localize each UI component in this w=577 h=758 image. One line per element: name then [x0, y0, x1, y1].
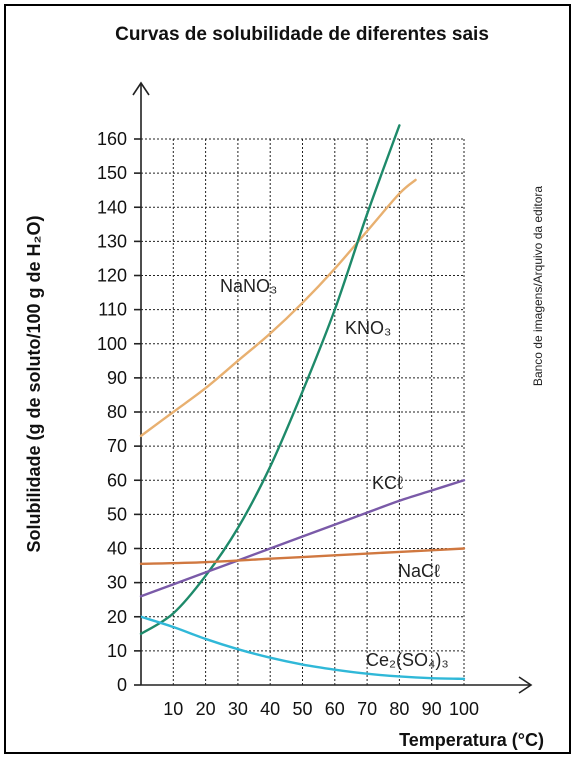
y-tick-label: 20: [107, 607, 127, 627]
y-tick-label: 100: [97, 334, 127, 354]
x-tick-label: 70: [357, 699, 377, 719]
y-tick-label: 0: [117, 675, 127, 695]
x-tick-label: 90: [422, 699, 442, 719]
y-tick-label: 90: [107, 368, 127, 388]
chart-title: Curvas de solubilidade de diferentes sai…: [115, 24, 489, 45]
x-tick-label: 60: [325, 699, 345, 719]
series-line-kcl: [139, 479, 466, 598]
y-tick-label: 140: [97, 197, 127, 217]
series-line-ce2so43: [139, 615, 466, 681]
y-tick-label: 80: [107, 402, 127, 422]
y-axis-arrow: [132, 81, 150, 96]
series-lines: [139, 124, 466, 681]
y-tick-label: 60: [107, 470, 127, 490]
y-tick-label: 110: [98, 300, 127, 320]
y-tick-label: 130: [97, 231, 127, 251]
y-tick-label: 30: [107, 573, 127, 593]
x-tick-label: 30: [228, 699, 248, 719]
x-tick-label: 50: [292, 699, 312, 719]
series-label-nano3: NaNO₃: [220, 276, 277, 296]
y-tick-label: 70: [107, 436, 127, 456]
series-label-kno3: KNO₃: [345, 318, 391, 338]
series-label-nacl: NaCℓ: [398, 561, 440, 581]
series-line-nacl: [139, 547, 466, 566]
y-tick-label: 40: [107, 539, 127, 559]
series-label-ce2so43: Ce₂(SO₄)₃: [366, 650, 449, 670]
image-credit: Banco de imagens/Arquivo da editora: [531, 186, 545, 386]
y-axis-label: Solubilidade (g de soluto/100 g de H₂O): [24, 215, 44, 552]
y-tick-label: 10: [107, 641, 127, 661]
series-line-nano3: [139, 178, 417, 438]
chart-frame: Curvas de solubilidade de diferentes sai…: [4, 4, 571, 754]
axes: [132, 81, 533, 694]
solubility-chart: Curvas de solubilidade de diferentes sai…: [24, 24, 545, 750]
series-label-kcl: KCℓ: [372, 473, 403, 493]
grid: [141, 138, 465, 685]
tick-labels: 0 10 20 30 40 50 60 70 80 90 100 110 120 130 140 150 160…: [97, 129, 479, 719]
y-tick-label: 150: [97, 163, 127, 183]
x-axis-arrow: [518, 676, 533, 694]
y-tick-label: 50: [107, 504, 127, 524]
y-tick-label: 120: [97, 266, 127, 286]
x-tick-label: 40: [260, 699, 280, 719]
x-tick-label: 10: [163, 699, 183, 719]
series-line-kno3: [139, 124, 401, 636]
x-tick-label: 100: [449, 699, 479, 719]
x-tick-label: 20: [196, 699, 216, 719]
x-tick-label: 80: [389, 699, 409, 719]
y-tick-label: 160: [97, 129, 127, 149]
x-axis-label: Temperatura (°C): [399, 730, 544, 750]
